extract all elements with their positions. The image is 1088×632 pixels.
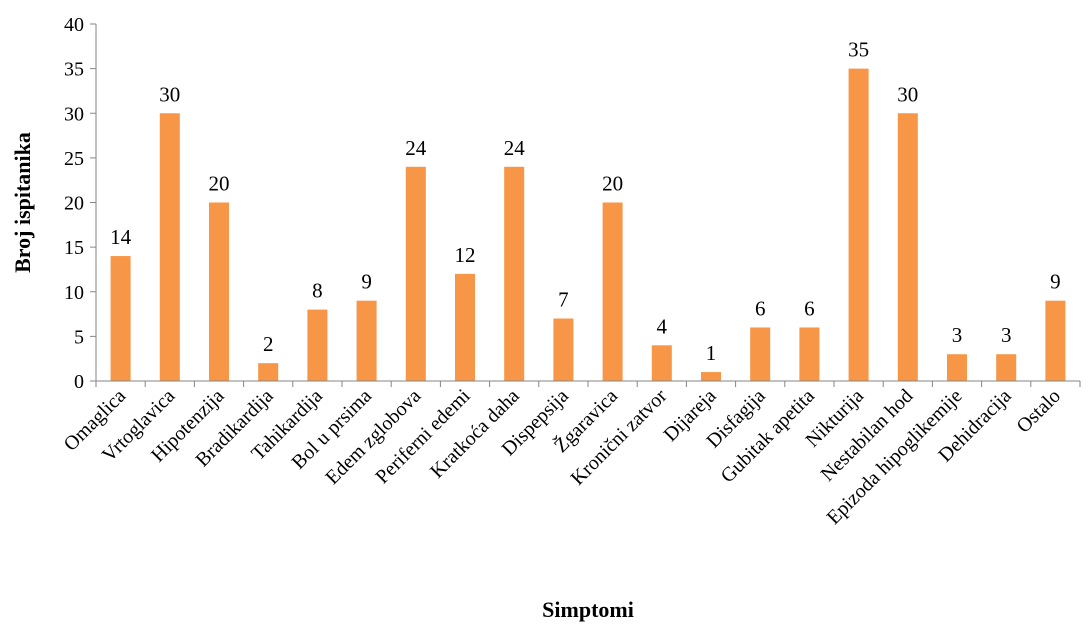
- bar: [110, 256, 131, 381]
- bar: [504, 166, 525, 381]
- bar: [356, 300, 377, 381]
- bar-series: [110, 68, 1066, 381]
- bar: [307, 309, 328, 381]
- data-label: 4: [657, 314, 668, 338]
- data-label: 3: [1001, 323, 1012, 347]
- bar: [897, 113, 918, 381]
- x-axis-category-labels: OmaglicaVrtoglavicaHipotenzijaBradikardi…: [60, 384, 1065, 529]
- y-tick-label: 0: [74, 371, 84, 393]
- data-label: 24: [504, 136, 526, 160]
- y-axis-title: Broj ispitanika: [10, 132, 35, 273]
- data-label: 30: [159, 82, 180, 106]
- data-label: 6: [804, 296, 815, 320]
- x-axis-title: Simptomi: [542, 597, 634, 622]
- data-label: 1: [706, 341, 717, 365]
- y-tick-label: 10: [64, 282, 84, 304]
- bar: [258, 363, 279, 381]
- data-labels: 14 30 20 2 8 9 24 12 24 7 20 4 1 6 6 35 30 3 3 9: [110, 38, 1061, 365]
- data-label: 8: [312, 279, 323, 303]
- data-label: 35: [848, 38, 869, 62]
- bar: [701, 372, 721, 381]
- bar: [159, 113, 180, 381]
- bar: [848, 68, 869, 381]
- y-tick-label: 30: [64, 103, 84, 125]
- data-label: 20: [209, 172, 230, 196]
- data-label: 9: [361, 270, 372, 294]
- bar: [209, 202, 229, 381]
- bar: [1045, 300, 1066, 381]
- y-tick-label: 40: [64, 14, 84, 36]
- bar: [799, 327, 820, 381]
- data-label: 20: [602, 172, 623, 196]
- y-tick-label: 15: [64, 237, 84, 259]
- bar: [455, 273, 475, 381]
- data-label: 6: [755, 296, 766, 320]
- y-tick-label: 20: [64, 193, 84, 215]
- data-label: 3: [952, 323, 963, 347]
- bar: [405, 166, 426, 381]
- y-tick-label: 25: [64, 148, 84, 170]
- bar: [651, 345, 672, 381]
- y-axis-ticks: 0 5 10 15 20 25 30 35 40: [64, 14, 1081, 393]
- data-label: 2: [263, 332, 274, 356]
- data-label: 7: [558, 288, 569, 312]
- y-tick-label: 5: [74, 326, 84, 348]
- data-label: 30: [897, 82, 918, 106]
- data-label: 12: [455, 243, 476, 267]
- bar: [553, 318, 574, 381]
- data-label: 14: [110, 225, 132, 249]
- bar: [947, 354, 967, 381]
- y-tick-label: 35: [64, 59, 84, 81]
- data-label: 24: [405, 136, 427, 160]
- bar: [602, 202, 623, 381]
- bar: [996, 354, 1017, 381]
- data-label: 9: [1050, 270, 1061, 294]
- bar: [750, 327, 771, 381]
- x-category-label: Ostalo: [1012, 385, 1064, 437]
